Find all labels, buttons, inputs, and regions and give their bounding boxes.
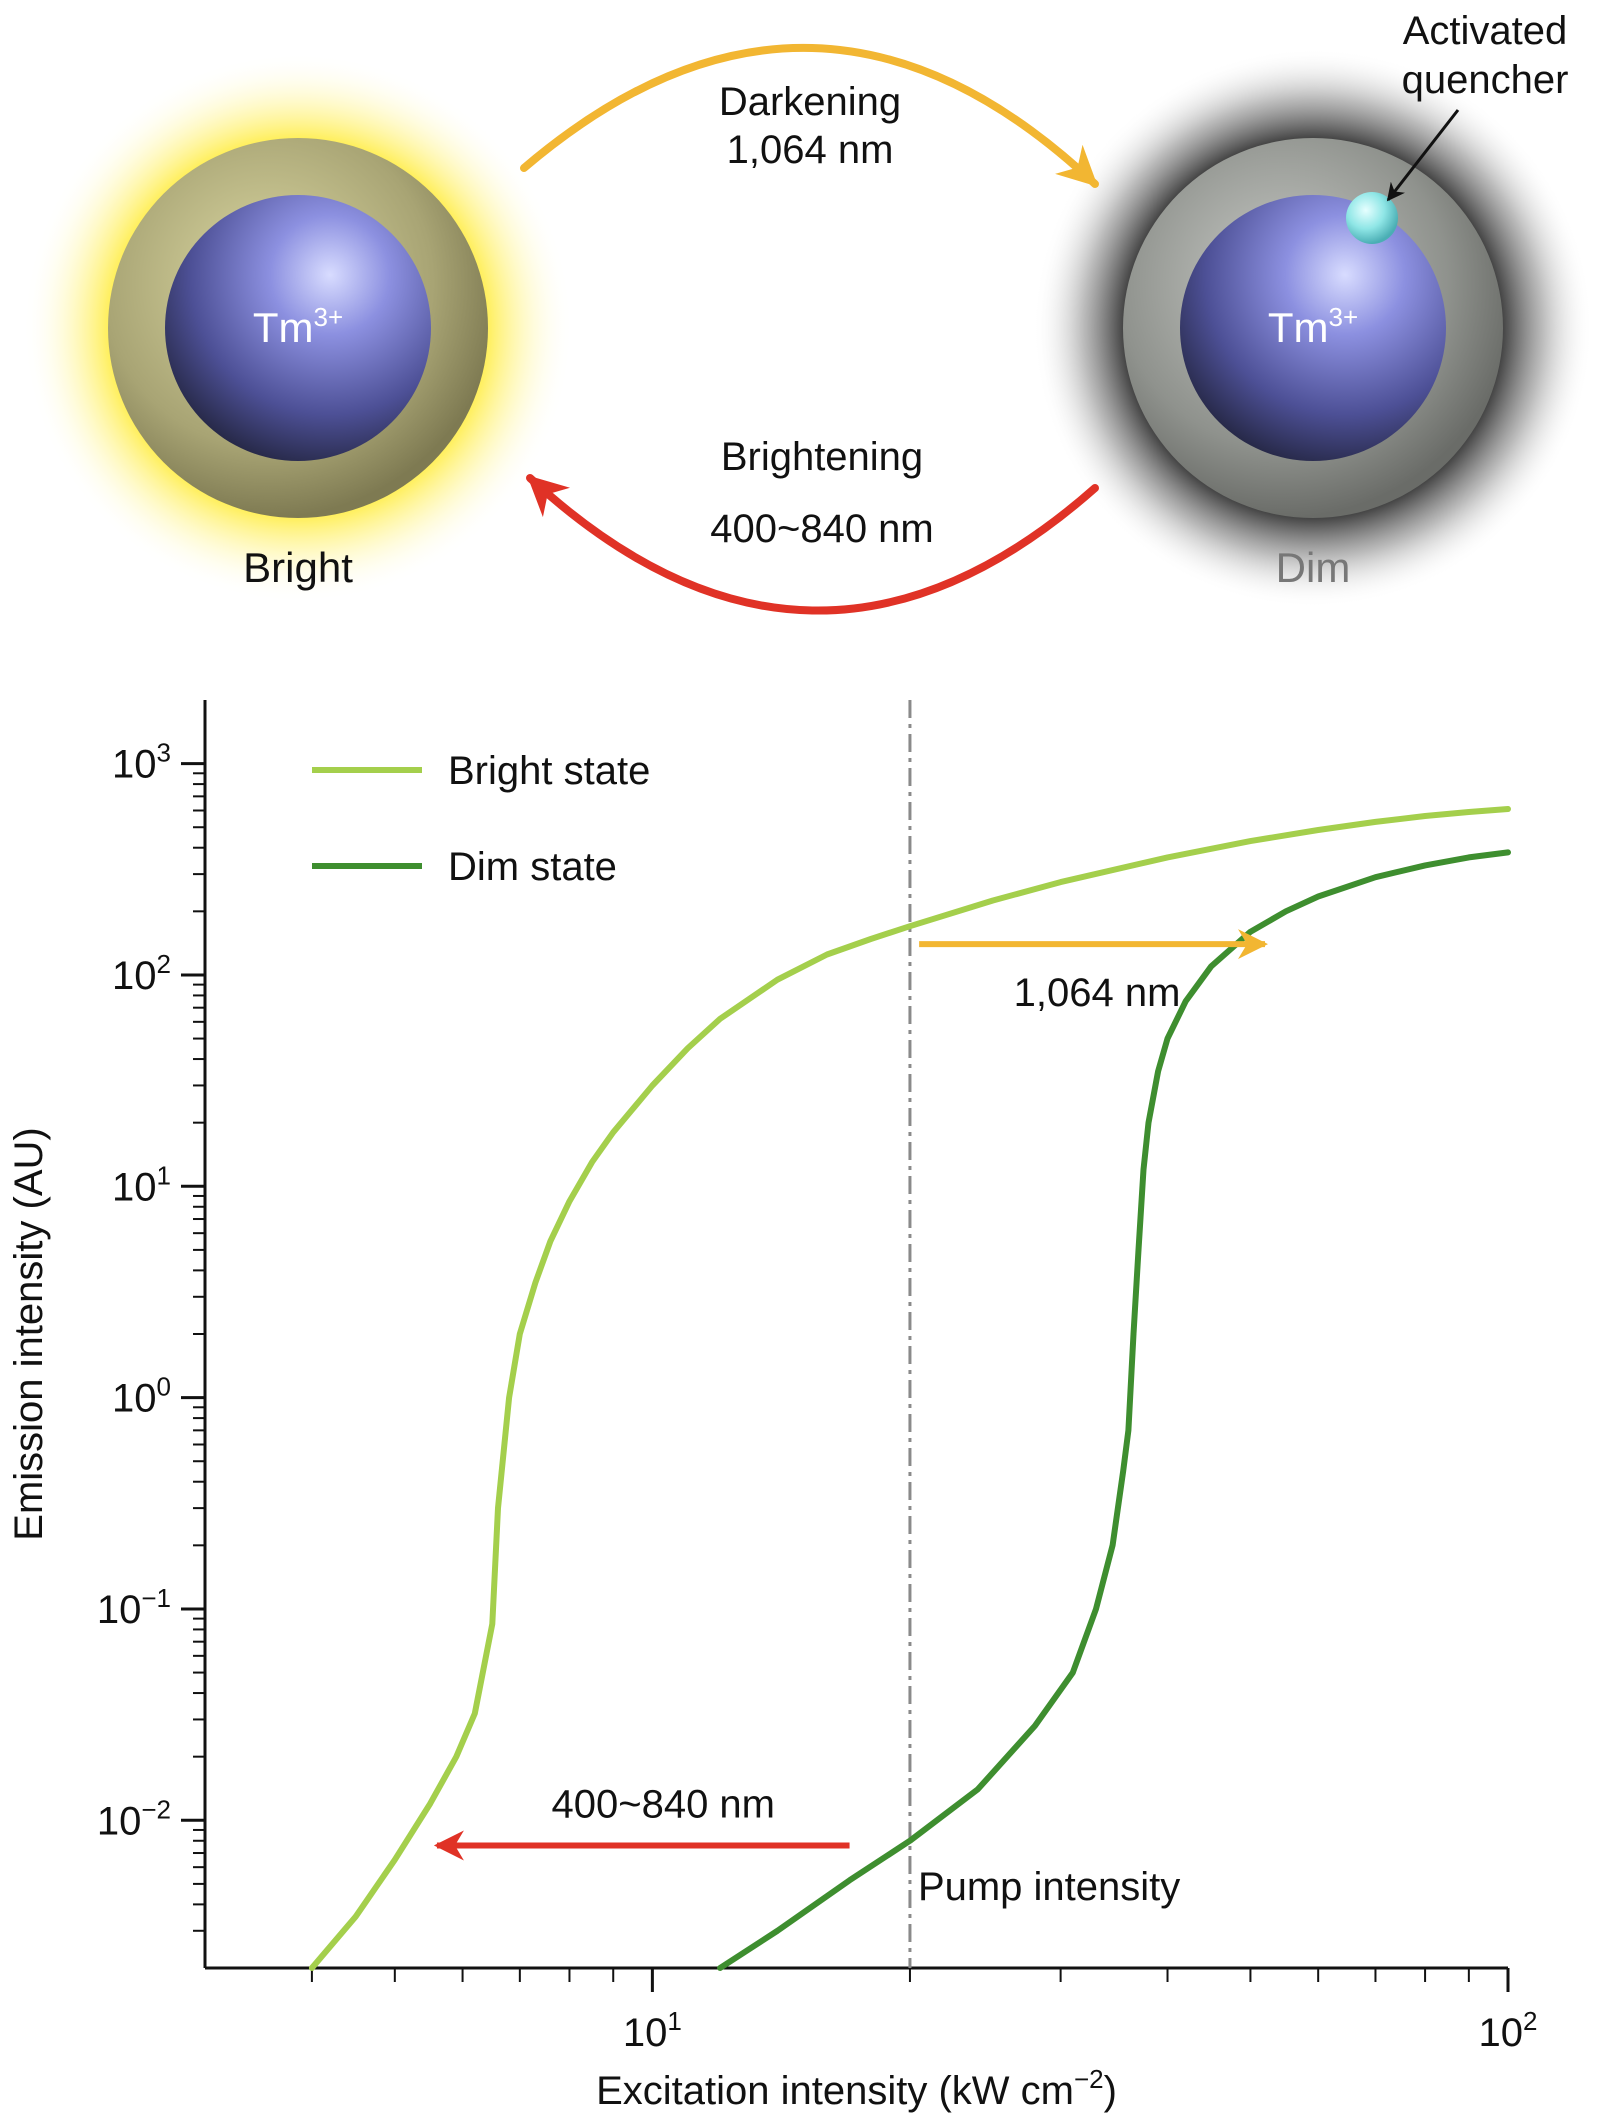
x-minor-ticks [310, 1968, 1470, 1982]
core-label-text: Tm [253, 304, 314, 351]
series-line-dim-state [717, 849, 1511, 1971]
pump-intensity-label: Pump intensity [918, 1865, 1180, 1909]
y-tick-exp: 2 [157, 949, 171, 979]
y-tick-label: 10−2 [97, 1794, 171, 1843]
darkening-label-line2: 1,064 nm [727, 128, 894, 172]
x-tick-base: 10 [623, 2011, 668, 2055]
core-label-sup: 3+ [1329, 302, 1359, 332]
dim-core-label: Tm3+ [1268, 302, 1358, 351]
darkening-label-line1: Darkening [719, 80, 901, 124]
quencher-label-line1: Activated [1403, 9, 1568, 53]
y-tick-exp: 0 [157, 1372, 171, 1402]
bright-core-label: Tm3+ [253, 302, 343, 351]
series-line-bright-state [308, 806, 1511, 1971]
y-tick-base: 10 [97, 1799, 142, 1843]
dim-core [1180, 195, 1446, 461]
x-tick-label: 101 [623, 2006, 682, 2055]
y-tick-label: 101 [112, 1160, 171, 1209]
darkening-shift-label: 1,064 nm [1014, 971, 1181, 1015]
bright-particle: Tm3+ [23, 53, 573, 603]
series-lines [308, 806, 1511, 1971]
y-tick-label: 100 [112, 1372, 171, 1421]
y-tick-exp: 1 [157, 1160, 171, 1190]
brightening-label-line2: 400~840 nm [710, 507, 934, 551]
y-tick-base: 10 [97, 1588, 142, 1632]
legend-label: Bright state [448, 749, 650, 793]
x-ticks: 101 102 [623, 1968, 1538, 2055]
y-tick-exp: −1 [141, 1583, 171, 1613]
y-tick-base: 10 [112, 1165, 157, 1209]
bright-core [165, 195, 431, 461]
brightening-arrow [526, 474, 1099, 615]
x-axis-label: Excitation intensity (kW cm−2) [596, 2064, 1117, 2113]
x-tick-base: 10 [1479, 2011, 1524, 2055]
dim-label: Dim [1276, 544, 1351, 591]
quencher [1346, 192, 1398, 244]
y-tick-base: 10 [112, 1377, 157, 1421]
core-label-sup: 3+ [314, 302, 344, 332]
x-tick-exp: 2 [1523, 2006, 1537, 2036]
y-tick-label: 102 [112, 949, 171, 998]
brightening-shift-label: 400~840 nm [551, 1782, 775, 1826]
core-label-text: Tm [1268, 304, 1329, 351]
y-tick-exp: −2 [141, 1794, 171, 1824]
y-tick-base: 10 [112, 954, 157, 998]
quencher-label-line2: quencher [1402, 58, 1569, 102]
legend-label: Dim state [448, 845, 617, 889]
x-axis-label-text: Excitation intensity (kW cm [596, 2069, 1074, 2113]
x-tick-label: 102 [1479, 2006, 1538, 2055]
y-axis-label: Emission intensity (AU) [7, 1127, 51, 1540]
y-tick-label: 10−1 [97, 1583, 171, 1632]
y-tick-base: 10 [112, 743, 157, 787]
dim-particle: Tm3+ [1033, 48, 1593, 608]
x-axis-label-sup: −2 [1074, 2064, 1104, 2094]
brightening-label-line1: Brightening [721, 435, 923, 479]
y-tick-label: 103 [112, 738, 171, 787]
quencher-pointer [1386, 109, 1460, 202]
darkening-arrow [520, 43, 1099, 188]
x-axis-label-end: ) [1104, 2069, 1117, 2113]
legend: Bright state Dim state [312, 749, 650, 889]
y-tick-exp: 3 [157, 738, 171, 768]
y-minor-ticks [193, 772, 205, 1932]
x-tick-exp: 1 [667, 2006, 681, 2036]
bright-label: Bright [243, 544, 353, 591]
